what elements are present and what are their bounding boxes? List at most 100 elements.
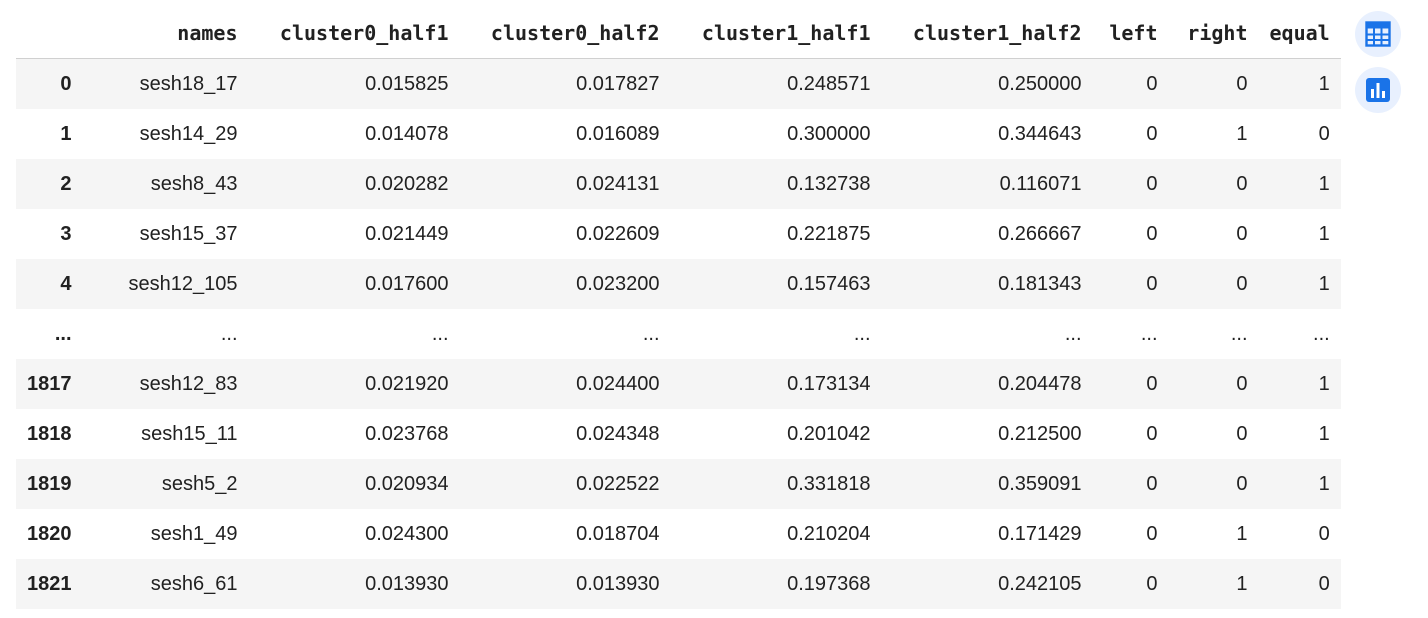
cell-right: 0 (1236, 472, 1248, 495)
cell-left: 0 (1146, 422, 1158, 445)
cell-cluster0-half1: 0.014078 (365, 122, 449, 145)
cell-cluster0-half1: ... (431, 322, 449, 345)
cell-left: 0 (1146, 222, 1158, 245)
cell-cluster0-half1: 0.021449 (365, 222, 449, 245)
cell-cluster1-half2: 0.242105 (998, 572, 1082, 595)
cell-cluster1-half2: 0.359091 (998, 472, 1082, 495)
row-index: 1821 (27, 572, 72, 595)
cell-right: 1 (1236, 572, 1248, 595)
cell-right: 1 (1236, 522, 1248, 545)
header-cluster1-half2: cluster1_half2 (881, 8, 1093, 59)
row-index: 1820 (27, 522, 72, 545)
cell-left: ... (1140, 322, 1158, 345)
table-body: 0 sesh18_17 0.015825 0.017827 0.248571 0.2500… (16, 58, 1341, 609)
cell-cluster0-half2: 0.017827 (576, 72, 660, 95)
cell-names: ... (220, 322, 238, 345)
dataframe-output: names cluster0_half1 cluster0_half2 clus… (16, 8, 1341, 609)
cell-right: 0 (1236, 172, 1248, 195)
convert-to-interactive-table-button[interactable] (1355, 11, 1401, 57)
table-row: 1818 sesh15_11 0.023768 0.024348 0.201042 0.2… (16, 409, 1341, 459)
cell-cluster1-half2: 0.204478 (998, 372, 1082, 395)
cell-right: 0 (1236, 422, 1248, 445)
cell-cluster0-half1: 0.017600 (365, 272, 449, 295)
cell-names: sesh15_37 (139, 222, 238, 245)
row-index: 1817 (27, 372, 72, 395)
cell-equal: 1 (1318, 372, 1330, 395)
header-cluster1-half1: cluster1_half1 (670, 8, 882, 59)
cell-cluster0-half1: 0.020934 (365, 472, 449, 495)
cell-equal: 1 (1318, 222, 1330, 245)
cell-cluster0-half2: ... (642, 322, 660, 345)
table-row: 2 sesh8_43 0.020282 0.024131 0.132738 0.11607… (16, 159, 1341, 209)
cell-cluster1-half1: ... (853, 322, 871, 345)
cell-names: sesh6_61 (150, 572, 238, 595)
cell-left: 0 (1146, 272, 1158, 295)
cell-cluster0-half2: 0.022522 (576, 472, 660, 495)
header-row: names cluster0_half1 cluster0_half2 clus… (16, 8, 1341, 59)
quick-chart-button[interactable] (1355, 67, 1401, 113)
dataframe-table: names cluster0_half1 cluster0_half2 clus… (16, 8, 1341, 609)
cell-equal: 0 (1318, 122, 1330, 145)
header-right: right (1168, 8, 1259, 59)
row-index: 0 (60, 72, 72, 95)
table-row: ........................... (16, 309, 1341, 359)
table-row: 0 sesh18_17 0.015825 0.017827 0.248571 0.2500… (16, 58, 1341, 109)
header-cluster0-half1: cluster0_half1 (248, 8, 460, 59)
cell-right: ... (1230, 322, 1248, 345)
cell-cluster0-half1: 0.013930 (365, 572, 449, 595)
cell-cluster1-half1: 0.132738 (787, 172, 871, 195)
cell-equal: 1 (1318, 172, 1330, 195)
row-index: 1818 (27, 422, 72, 445)
cell-cluster1-half2: 0.250000 (998, 72, 1082, 95)
table-row: 1817 sesh12_83 0.021920 0.024400 0.173134 0.2… (16, 359, 1341, 409)
bar-chart-icon (1366, 78, 1390, 102)
cell-cluster1-half1: 0.221875 (787, 222, 871, 245)
cell-left: 0 (1146, 472, 1158, 495)
cell-left: 0 (1146, 122, 1158, 145)
cell-cluster1-half2: 0.266667 (998, 222, 1082, 245)
cell-names: sesh8_43 (150, 172, 238, 195)
cell-left: 0 (1146, 72, 1158, 95)
cell-cluster1-half1: 0.210204 (787, 522, 871, 545)
table-row: 1 sesh14_29 0.014078 0.016089 0.300000 0.3446… (16, 109, 1341, 159)
cell-cluster0-half2: 0.013930 (576, 572, 660, 595)
cell-equal: 1 (1318, 72, 1330, 95)
cell-equal: 1 (1318, 272, 1330, 295)
cell-cluster1-half1: 0.300000 (787, 122, 871, 145)
cell-cluster1-half2: 0.116071 (999, 172, 1082, 195)
cell-cluster1-half2: 0.171429 (998, 522, 1082, 545)
cell-equal: 0 (1318, 522, 1330, 545)
cell-equal: 1 (1318, 422, 1330, 445)
table-icon (1365, 21, 1391, 47)
table-row: 1821 sesh6_61 0.013930 0.013930 0.197368 0.24… (16, 559, 1341, 609)
cell-cluster1-half1: 0.331818 (787, 472, 871, 495)
header-cluster0-half2: cluster0_half2 (459, 8, 671, 59)
cell-equal: ... (1313, 322, 1330, 345)
row-index: ... (54, 322, 72, 345)
cell-cluster0-half1: 0.024300 (365, 522, 449, 545)
cell-cluster0-half1: 0.023768 (365, 422, 449, 445)
cell-cluster0-half1: 0.020282 (365, 172, 449, 195)
cell-names: sesh15_11 (141, 422, 238, 445)
cell-names: sesh12_83 (139, 372, 238, 395)
cell-left: 0 (1146, 172, 1158, 195)
cell-names: sesh14_29 (139, 122, 238, 145)
header-equal: equal (1258, 8, 1341, 59)
cell-names: sesh18_17 (139, 72, 238, 95)
cell-right: 0 (1236, 72, 1248, 95)
cell-right: 1 (1236, 122, 1248, 145)
row-index: 4 (60, 272, 72, 295)
cell-cluster0-half2: 0.024400 (576, 372, 660, 395)
row-index: 2 (60, 172, 72, 195)
cell-cluster1-half1: 0.197368 (787, 572, 871, 595)
cell-cluster1-half1: 0.248571 (787, 72, 871, 95)
cell-cluster1-half2: 0.212500 (998, 422, 1082, 445)
cell-cluster0-half1: 0.015825 (365, 72, 449, 95)
row-index: 3 (60, 222, 72, 245)
cell-names: sesh1_49 (150, 522, 238, 545)
cell-cluster0-half2: 0.024348 (576, 422, 660, 445)
cell-cluster1-half2: 0.344643 (998, 122, 1082, 145)
cell-cluster1-half2: 0.181343 (998, 272, 1082, 295)
cell-right: 0 (1236, 222, 1248, 245)
row-index: 1819 (27, 472, 72, 495)
